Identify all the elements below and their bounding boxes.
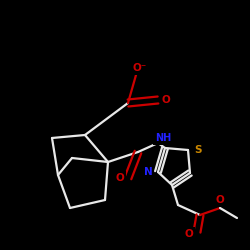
Text: O: O [162,95,170,105]
Text: N: N [144,167,152,177]
Text: O⁻: O⁻ [133,63,147,73]
Text: O: O [116,173,124,183]
Text: S: S [194,145,202,155]
Text: NH: NH [155,133,171,143]
Text: O: O [184,229,194,239]
Text: O: O [216,195,224,205]
